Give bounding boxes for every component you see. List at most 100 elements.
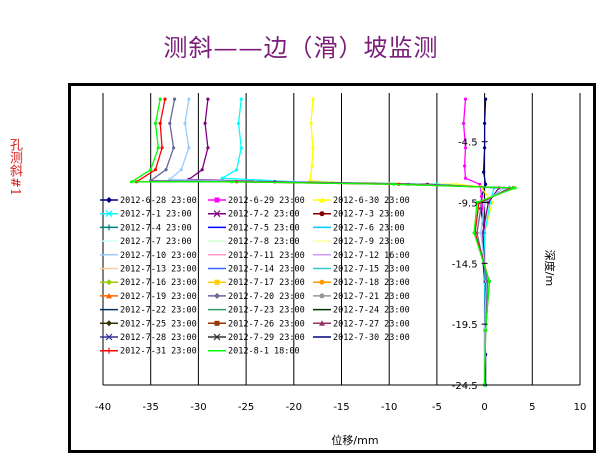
profile-point	[311, 146, 315, 150]
profile-point	[462, 121, 466, 125]
legend-entry: 2012-7-23 23:00	[208, 306, 305, 316]
legend-entry: 2012-7-10 23:00	[100, 251, 197, 261]
legend-entry: 2012-7-28 23:00	[100, 333, 197, 343]
y-tick-label: -9.5	[458, 199, 478, 210]
x-tick-label: -25	[238, 402, 254, 413]
profile-point	[173, 97, 177, 101]
legend-entry: 2012-8-1 18:00	[208, 347, 300, 357]
profile-point	[479, 231, 483, 235]
legend-entry: 2012-7-5 23:00	[208, 223, 300, 233]
profile-point	[475, 200, 479, 205]
legend-label: 2012-7-31 23:00	[120, 347, 197, 357]
legend-entry: 2012-7-1 23:00	[100, 210, 192, 220]
legend-marker	[319, 211, 325, 217]
legend-entry: 2012-7-2 23:00	[208, 210, 300, 220]
profile-point	[472, 231, 476, 235]
legend-marker	[213, 210, 221, 218]
legend-label: 2012-7-26 23:00	[228, 319, 305, 329]
legend-label: 2012-7-11 23:00	[228, 251, 305, 261]
profile-point	[484, 328, 488, 332]
profile-point	[483, 146, 487, 150]
legend-label: 2012-7-24 23:00	[333, 306, 410, 316]
axes: -40 -35 -30 -25 -20 -15 -10 -5 0 5 10 -4.5 -9.5 -14.5…	[95, 138, 587, 413]
profile-point	[463, 176, 468, 180]
legend-label: 2012-7-3 23:00	[333, 210, 405, 220]
profile-point	[486, 200, 490, 205]
legend-entry: 2012-7-24 23:00	[313, 306, 410, 316]
borehole-label: 孔测斜#1	[7, 138, 22, 197]
legend-label: 2012-7-8 23:00	[228, 237, 300, 247]
legend-label: 2012-7-7 23:00	[120, 237, 192, 247]
profile-point	[158, 121, 162, 125]
profile-point	[200, 168, 204, 172]
legend-entry: 2012-7-9 23:00	[313, 237, 405, 247]
profile-line	[148, 98, 512, 386]
legend-entry: 2012-7-17 23:00	[208, 278, 305, 288]
legend-marker	[214, 292, 220, 299]
x-tick-label: -10	[381, 402, 397, 413]
legend-entry: 2012-7-8 23:00	[208, 237, 300, 247]
legend-entry: 2012-7-19 23:00	[100, 292, 197, 302]
legend-marker	[319, 197, 325, 203]
profile-point	[392, 182, 396, 186]
profile-point	[463, 146, 468, 150]
legend-label: 2012-7-15 23:00	[333, 265, 410, 275]
x-axis-label: 位移/mm	[331, 433, 378, 447]
profile-point	[308, 179, 312, 183]
legend-marker	[213, 333, 221, 341]
profile-point	[220, 176, 224, 180]
profile-point	[482, 170, 486, 174]
legend-label: 2012-7-14 23:00	[228, 265, 305, 275]
profile-lines	[129, 97, 517, 387]
legend-label: 2012-7-12 16:00	[333, 251, 410, 261]
x-tick-label: 10	[574, 402, 587, 413]
profile-point	[236, 121, 241, 125]
legend-marker	[319, 320, 325, 326]
legend-label: 2012-7-5 23:00	[228, 223, 300, 233]
profile-point	[230, 180, 234, 184]
legend-entry: 2012-7-20 23:00	[208, 292, 305, 302]
profile-point	[311, 97, 315, 101]
legend-marker	[214, 197, 220, 203]
profile-point	[153, 121, 158, 125]
legend-label: 2012-7-17 23:00	[228, 278, 305, 288]
legend-entry: 2012-7-25 23:00	[100, 319, 197, 329]
x-tick-label: -5	[432, 402, 442, 413]
profile-point	[478, 182, 482, 186]
legend-marker	[106, 197, 112, 203]
legend-entry: 2012-7-4 23:00	[100, 223, 192, 233]
legend-label: 2012-8-1 18:00	[228, 347, 300, 357]
legend-marker	[106, 320, 112, 327]
legend-label: 2012-7-16 23:00	[120, 278, 197, 288]
legend-label: 2012-7-6 23:00	[333, 223, 405, 233]
profile-point	[483, 121, 487, 125]
legend-label: 2012-7-10 23:00	[120, 251, 197, 261]
profile-point	[487, 280, 491, 284]
profile-point	[183, 121, 187, 125]
x-tick-label: 0	[481, 402, 487, 413]
legend-label: 2012-7-13 23:00	[120, 265, 197, 275]
legend-marker	[214, 279, 220, 285]
profile-point	[239, 146, 243, 150]
profile-point	[480, 194, 484, 198]
profile-point	[484, 182, 488, 186]
legend-marker	[106, 279, 112, 286]
legend-entry: 2012-7-7 23:00	[100, 237, 192, 247]
legend-marker	[214, 320, 220, 326]
profile-point	[164, 168, 168, 172]
x-tick-label: -20	[286, 402, 302, 413]
y-axis-label: 深度/m	[543, 250, 557, 286]
legend-marker	[319, 293, 325, 299]
legend-label: 2012-7-22 23:00	[120, 306, 197, 316]
y-tick-label: -19.5	[452, 320, 478, 331]
x-tick-label: -15	[333, 402, 349, 413]
legend-label: 2012-7-27 23:00	[333, 319, 410, 329]
legend-label: 2012-6-28 23:00	[120, 196, 197, 206]
profile-point	[163, 97, 167, 101]
profile-point	[203, 121, 207, 125]
legend-entry: 2012-7-14 23:00	[208, 265, 305, 275]
x-tick-label: -30	[190, 402, 206, 413]
legend-entry: 2012-7-18 23:00	[313, 278, 410, 288]
legend-entry: 2012-7-26 23:00	[208, 319, 305, 329]
